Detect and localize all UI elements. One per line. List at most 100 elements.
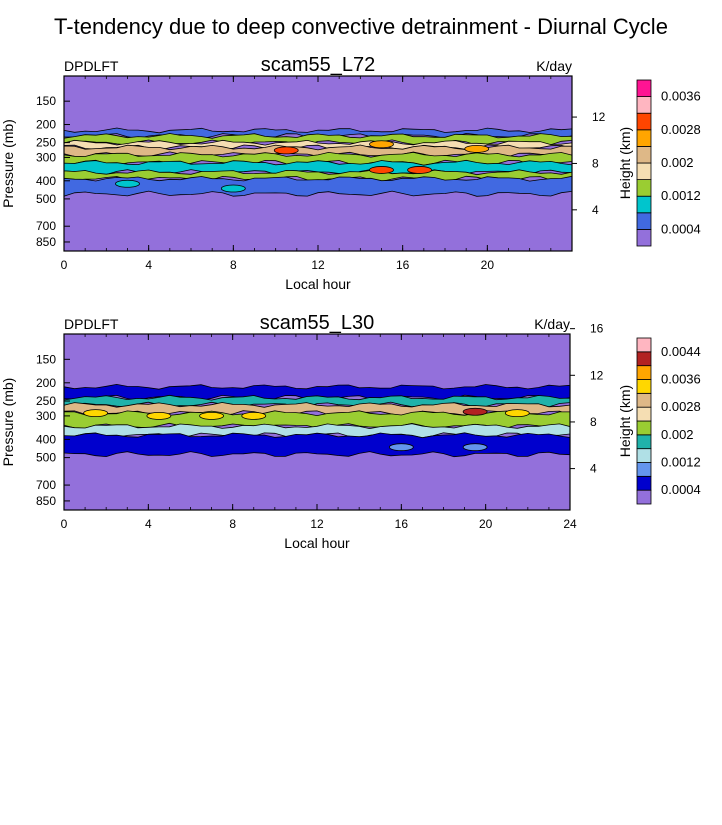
- y-tick-label: 850: [36, 235, 56, 249]
- colorbar-box: [636, 420, 652, 436]
- colorbar-box: [636, 212, 652, 230]
- contour-band: [64, 410, 570, 429]
- colorbar-label: 0.002: [661, 155, 694, 170]
- right-axis-label: Height (km): [617, 385, 633, 457]
- colorbar-box: [636, 448, 652, 463]
- contour-blob: [199, 412, 224, 420]
- units-label: K/day: [536, 58, 572, 74]
- y-tick-label: 400: [36, 174, 56, 188]
- colorbar-box: [636, 489, 652, 505]
- right-tick-label: 16: [590, 322, 604, 336]
- y-tick-label: 700: [36, 478, 56, 492]
- contour-blob: [464, 144, 490, 153]
- colorbar-box: [636, 365, 652, 380]
- colorbar-box: [636, 406, 652, 422]
- x-tick-label: 12: [310, 517, 324, 531]
- contour-blob: [388, 443, 414, 452]
- contour-blob: [462, 443, 488, 452]
- colorbar-box: [636, 475, 652, 491]
- right-tick-label: 12: [590, 368, 604, 382]
- contour-blob: [462, 407, 488, 416]
- x-tick-label: 0: [61, 517, 68, 531]
- contour-blob: [83, 409, 109, 418]
- right-tick-label: 12: [592, 110, 606, 124]
- y-tick-label: 700: [36, 219, 56, 233]
- panel-scam55-l72: DPDLFT scam55_L72 K/day 0 4 8 12 16 20 Local hour…: [0, 54, 701, 292]
- panel-scam55-l30: DPDLFT scam55_L30 K/day 0 4 8 12 16 20 24 Local ho…: [0, 312, 701, 551]
- contour-blob: [407, 166, 433, 174]
- y-tick-label: 300: [36, 150, 56, 164]
- y-tick-label: 200: [36, 118, 56, 132]
- x-tick-label: 16: [396, 258, 410, 272]
- contour-blob: [241, 412, 267, 420]
- x-axis-label: Local hour: [284, 535, 350, 551]
- right-tick-label: 4: [592, 203, 599, 217]
- contour-blob: [369, 166, 394, 174]
- y-tick-label: 500: [36, 451, 56, 465]
- colorbar-box: [636, 79, 652, 98]
- contour-blob: [369, 140, 394, 149]
- x-tick-label: 0: [61, 258, 68, 272]
- y-tick-label: 200: [36, 376, 56, 390]
- y-tick-label: 250: [36, 136, 56, 150]
- y-tick-label: 300: [36, 409, 56, 423]
- y-tick-label: 150: [36, 352, 56, 366]
- x-tick-label: 12: [311, 258, 325, 272]
- colorbar-box: [636, 462, 652, 477]
- y-tick-label: 850: [36, 494, 56, 508]
- colorbar-label: 0.002: [661, 427, 694, 442]
- colorbar-box: [636, 351, 652, 367]
- colorbar-box: [636, 195, 652, 214]
- colorbar-box: [636, 434, 652, 450]
- y-axis-label: Pressure (mb): [0, 119, 16, 208]
- colorbar-box: [636, 162, 652, 181]
- colorbar-label: 0.0036: [661, 372, 701, 387]
- colorbar-label: 0.0004: [661, 221, 701, 236]
- x-tick-label: 4: [145, 517, 152, 531]
- colorbar-box: [636, 392, 652, 408]
- contour-blob: [115, 179, 140, 188]
- right-tick-label: 8: [590, 415, 597, 429]
- colorbar-box: [636, 179, 652, 197]
- colorbar-label: 0.0036: [661, 89, 701, 104]
- x-tick-label: 24: [563, 517, 577, 531]
- units-label: K/day: [534, 316, 570, 332]
- colorbar-label: 0.0028: [661, 399, 701, 414]
- x-tick-label: 16: [395, 517, 409, 531]
- colorbar-box: [636, 145, 652, 164]
- contour-band: [64, 432, 570, 458]
- panel-title: scam55_L72: [261, 54, 376, 76]
- contour-field: [64, 76, 572, 251]
- contour-band: [64, 175, 572, 197]
- y-tick-label: 150: [36, 94, 56, 108]
- colorbar-label: 0.0028: [661, 122, 701, 137]
- contour-blob: [504, 409, 530, 418]
- variable-label: DPDLFT: [64, 316, 119, 332]
- contour-blob: [146, 412, 172, 420]
- colorbar-box: [636, 112, 652, 131]
- y-tick-label: 500: [36, 192, 56, 206]
- contour-field: [64, 334, 570, 510]
- contour-band: [64, 383, 570, 401]
- y-tick-label: 250: [36, 394, 56, 408]
- panel-title: scam55_L30: [260, 312, 375, 334]
- colorbar-label: 0.0012: [661, 455, 701, 470]
- colorbar-box: [636, 96, 652, 114]
- variable-label: DPDLFT: [64, 58, 119, 74]
- page-title: T-tendency due to deep convective detrai…: [54, 14, 668, 39]
- x-tick-label: 8: [229, 517, 236, 531]
- x-tick-label: 8: [230, 258, 237, 272]
- colorbar-box: [636, 228, 652, 247]
- x-tick-label: 20: [481, 258, 495, 272]
- right-axis-label: Height (km): [617, 127, 633, 199]
- colorbar-box: [636, 129, 652, 147]
- colorbar-box: [636, 379, 652, 394]
- colorbar-label: 0.0004: [661, 482, 701, 497]
- contour-blob: [220, 184, 246, 193]
- x-tick-label: 20: [479, 517, 493, 531]
- right-tick-label: 4: [590, 462, 597, 476]
- contour-blob: [273, 146, 299, 155]
- colorbar-label: 0.0044: [661, 344, 701, 359]
- colorbar-label: 0.0012: [661, 188, 701, 203]
